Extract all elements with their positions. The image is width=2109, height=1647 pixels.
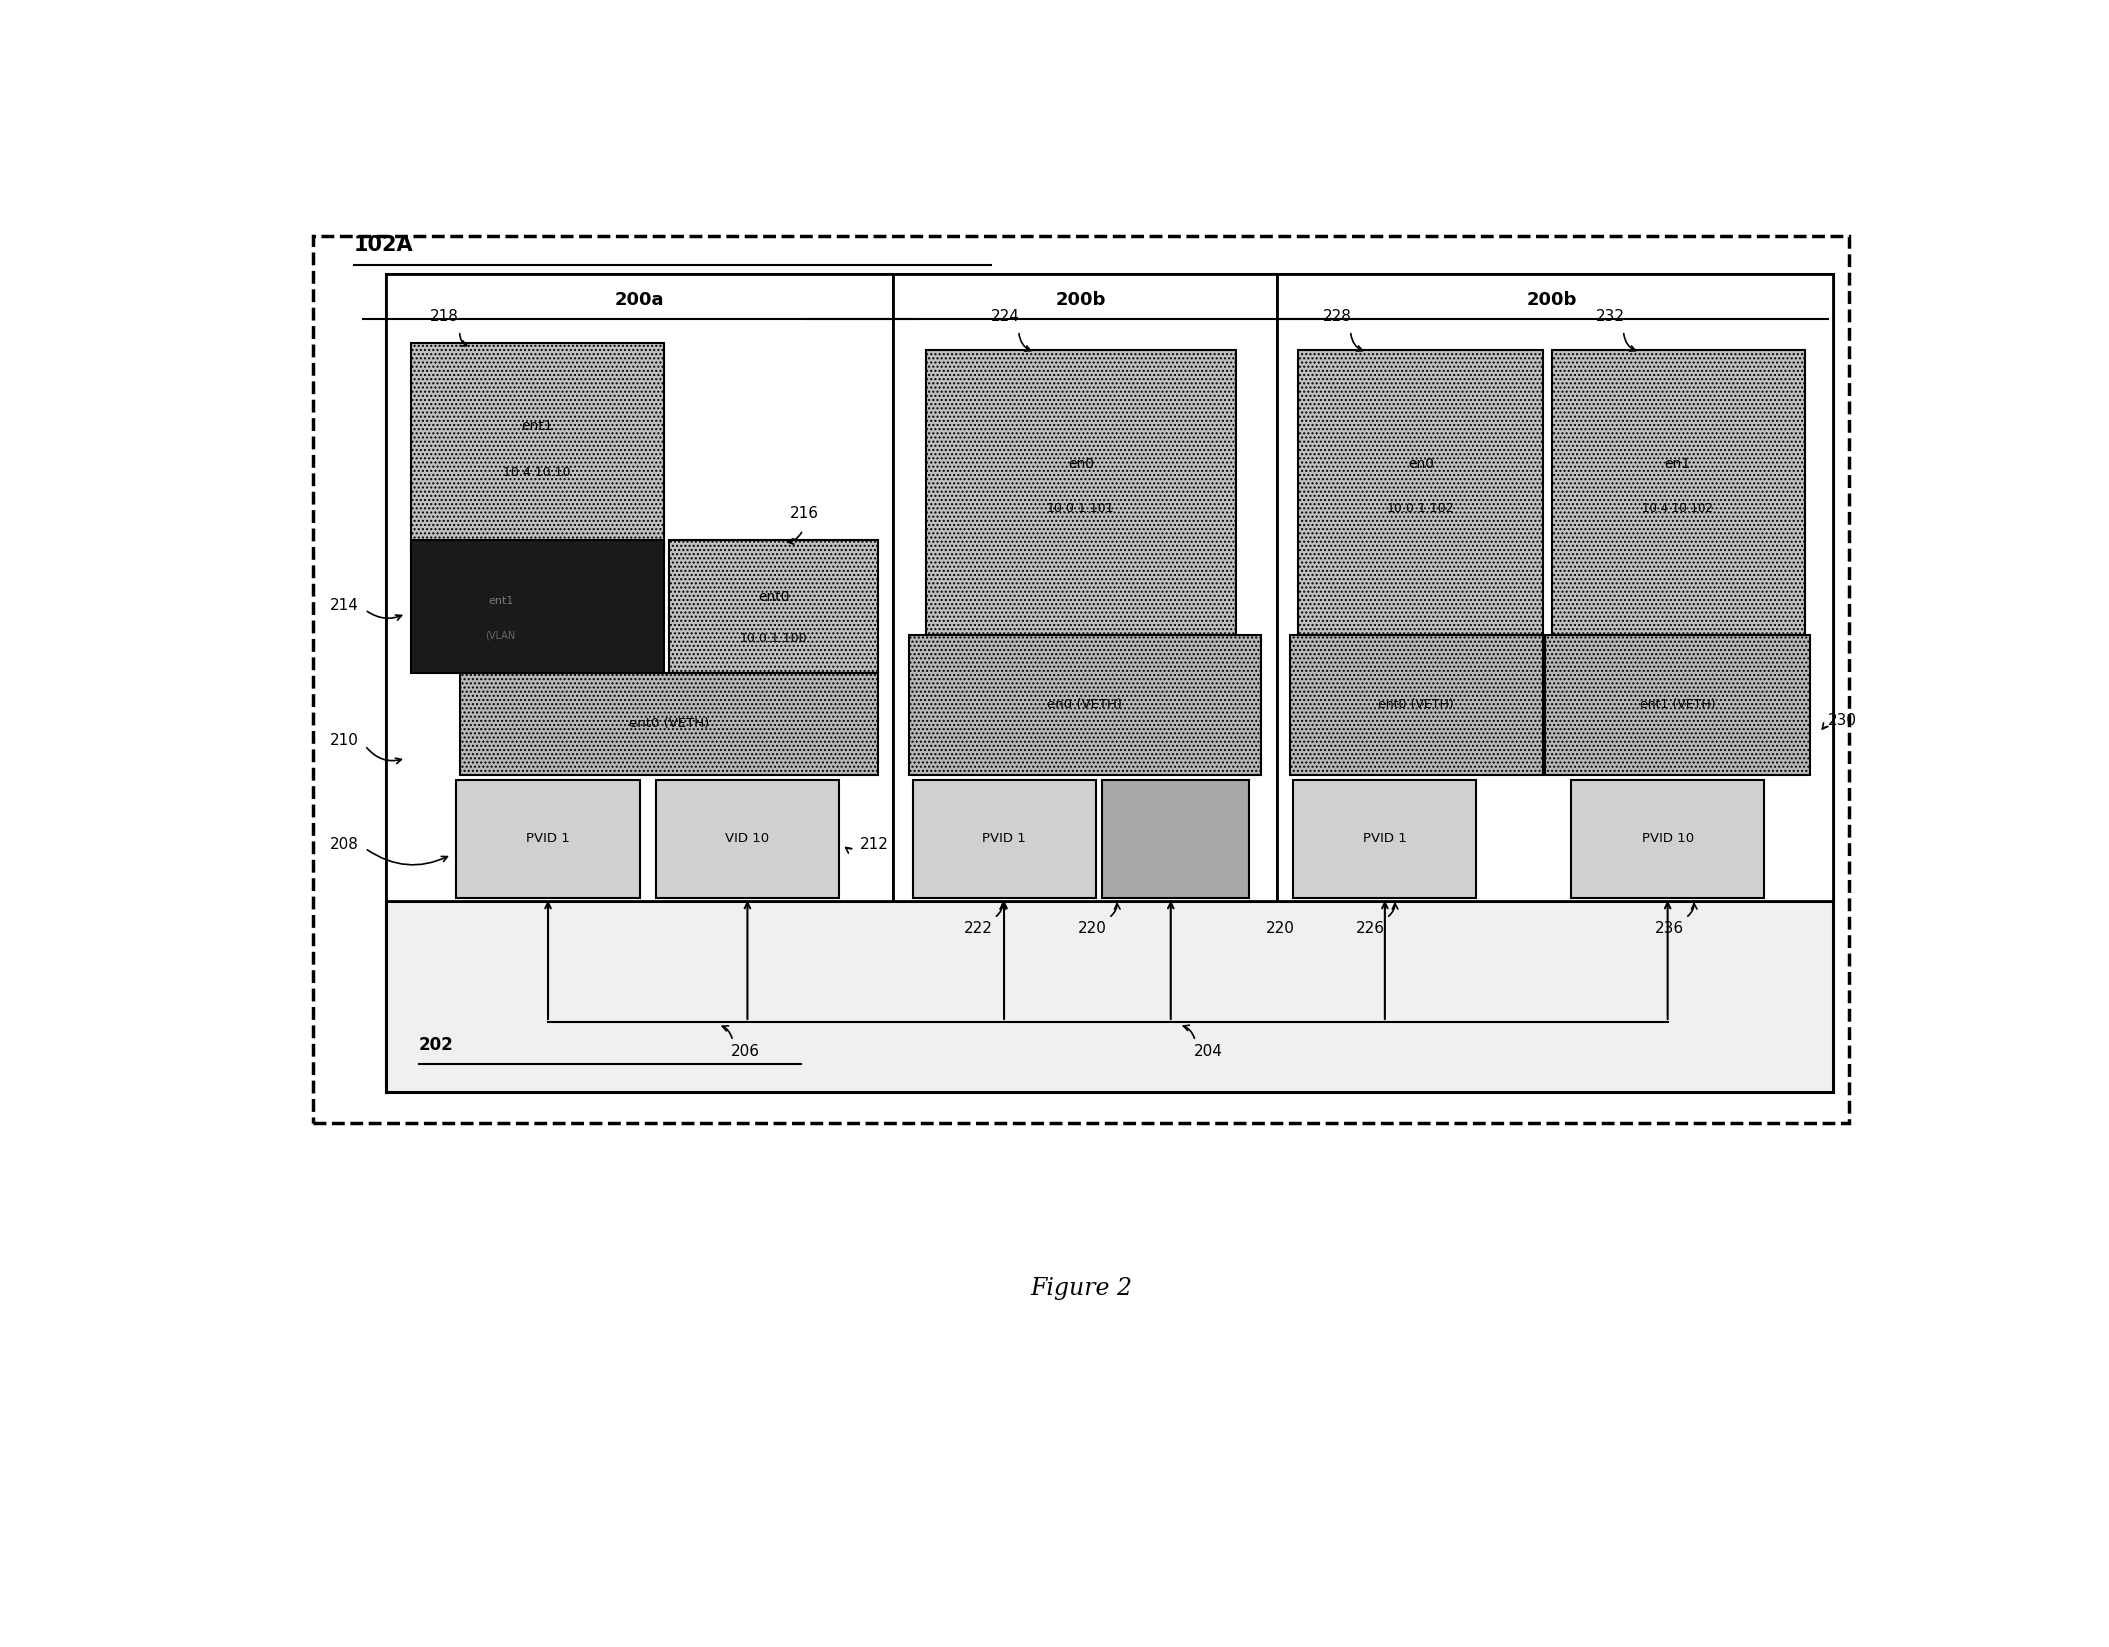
Text: 224: 224 bbox=[991, 310, 1021, 324]
Bar bbox=[1571, 779, 1763, 898]
Text: PVID 1: PVID 1 bbox=[525, 832, 569, 845]
Bar bbox=[1299, 349, 1544, 636]
Bar bbox=[1293, 779, 1476, 898]
Text: ent1: ent1 bbox=[487, 596, 512, 606]
Text: 208: 208 bbox=[329, 837, 359, 851]
Text: en1: en1 bbox=[1664, 456, 1691, 471]
Text: 202: 202 bbox=[420, 1036, 453, 1054]
Text: (VLAN: (VLAN bbox=[485, 631, 517, 641]
Text: en0 (VETH): en0 (VETH) bbox=[1046, 698, 1122, 712]
Bar bbox=[909, 636, 1261, 774]
Text: PVID 10: PVID 10 bbox=[1641, 832, 1694, 845]
Bar bbox=[1546, 636, 1810, 774]
Text: 216: 216 bbox=[791, 506, 818, 520]
Text: ent1 (VETH): ent1 (VETH) bbox=[1639, 698, 1715, 712]
Text: ent0 (VETH): ent0 (VETH) bbox=[628, 718, 709, 730]
Text: 10.0.1.102: 10.0.1.102 bbox=[1388, 502, 1455, 516]
Bar bbox=[913, 779, 1095, 898]
Text: 218: 218 bbox=[430, 310, 460, 324]
Bar bbox=[1278, 273, 1833, 901]
Text: en0: en0 bbox=[1409, 456, 1434, 471]
Text: 10.4 10.102: 10.4 10.102 bbox=[1643, 502, 1713, 516]
Text: 214: 214 bbox=[329, 598, 359, 613]
Text: en0: en0 bbox=[1067, 456, 1095, 471]
Text: 200b: 200b bbox=[1527, 292, 1578, 310]
Text: 222: 222 bbox=[964, 921, 993, 935]
Bar bbox=[892, 273, 1278, 901]
Text: 210: 210 bbox=[329, 733, 359, 748]
Text: 228: 228 bbox=[1322, 310, 1352, 324]
Text: 232: 232 bbox=[1597, 310, 1624, 324]
Bar bbox=[1103, 779, 1249, 898]
Text: Figure 2: Figure 2 bbox=[1029, 1276, 1133, 1299]
Bar bbox=[312, 236, 1850, 1123]
Text: 212: 212 bbox=[860, 837, 890, 851]
Bar bbox=[386, 273, 892, 901]
Bar bbox=[411, 344, 664, 553]
Text: 206: 206 bbox=[732, 1044, 761, 1059]
Text: 230: 230 bbox=[1829, 713, 1856, 728]
Bar bbox=[386, 273, 1833, 1092]
Text: 10.4 10.10: 10.4 10.10 bbox=[502, 466, 569, 479]
Bar bbox=[460, 674, 877, 774]
Bar bbox=[1291, 636, 1544, 774]
Bar bbox=[386, 901, 1833, 1092]
Text: 200a: 200a bbox=[616, 292, 664, 310]
Text: 220: 220 bbox=[1265, 921, 1295, 935]
Bar bbox=[1552, 349, 1805, 636]
Bar bbox=[411, 540, 664, 674]
Bar bbox=[656, 779, 839, 898]
Text: PVID 1: PVID 1 bbox=[983, 832, 1025, 845]
Text: 200b: 200b bbox=[1057, 292, 1105, 310]
Text: 102A: 102A bbox=[354, 236, 413, 255]
Text: 236: 236 bbox=[1656, 921, 1683, 935]
Text: ent0: ent0 bbox=[757, 590, 789, 604]
Text: PVID 1: PVID 1 bbox=[1362, 832, 1407, 845]
Text: ent0 (VETH): ent0 (VETH) bbox=[1377, 698, 1453, 712]
Bar bbox=[926, 349, 1236, 636]
Text: 10.0.1.100: 10.0.1.100 bbox=[740, 632, 808, 646]
Text: 226: 226 bbox=[1356, 921, 1386, 935]
Text: 204: 204 bbox=[1194, 1044, 1223, 1059]
Bar bbox=[456, 779, 639, 898]
Text: 220: 220 bbox=[1078, 921, 1107, 935]
Text: ent1: ent1 bbox=[521, 418, 553, 433]
Text: 10.0.1.101: 10.0.1.101 bbox=[1046, 502, 1116, 516]
Text: VID 10: VID 10 bbox=[725, 832, 770, 845]
Bar bbox=[669, 540, 877, 674]
